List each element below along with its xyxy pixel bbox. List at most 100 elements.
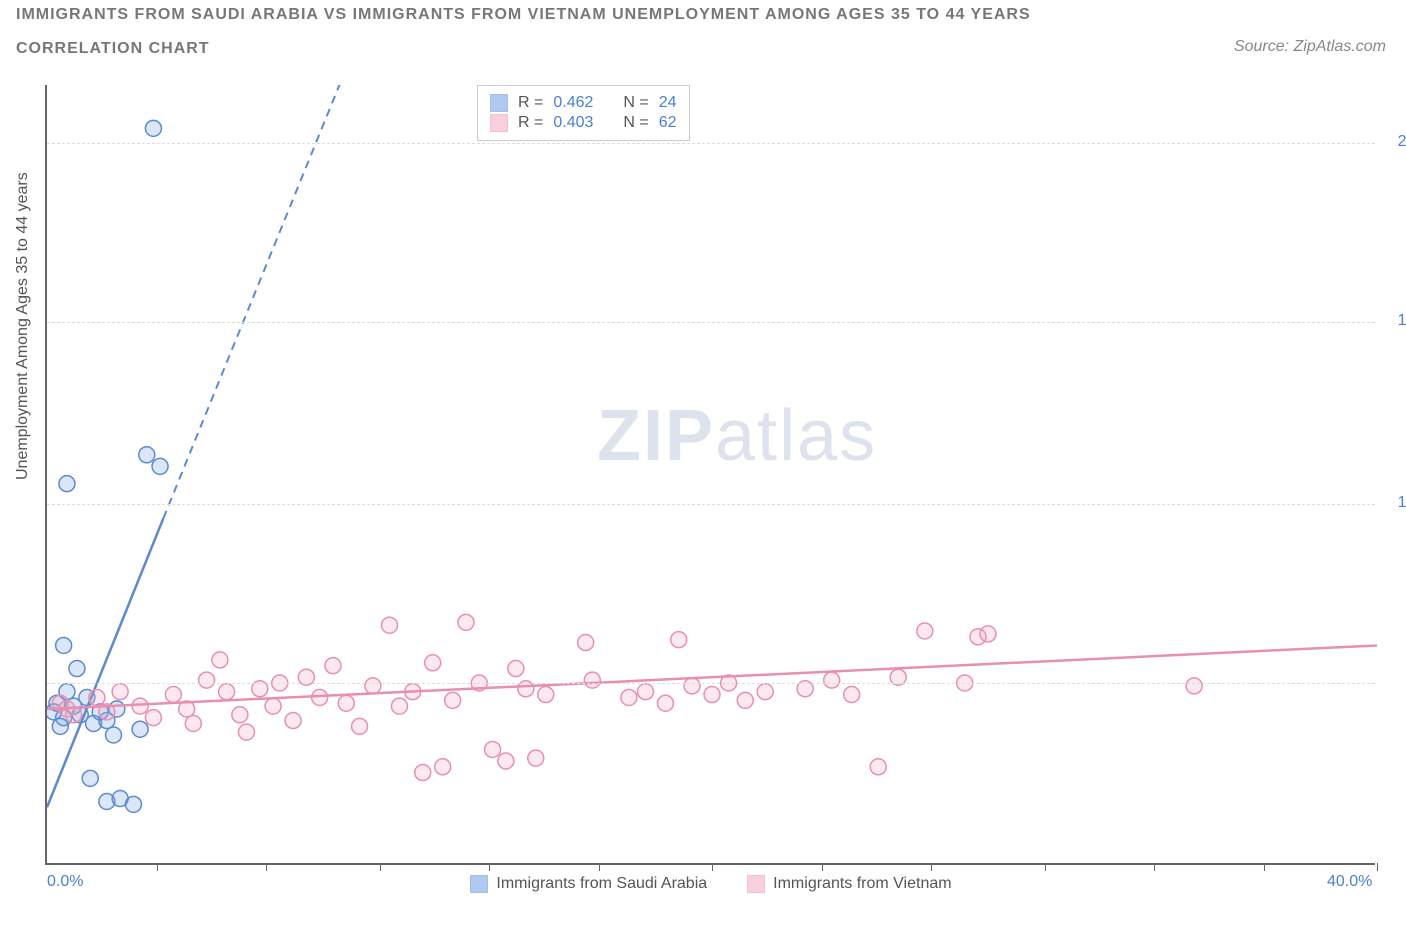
swatch-saudi [490, 94, 508, 112]
x-tick-label: 0.0% [47, 873, 83, 891]
title-block: IMMIGRANTS FROM SAUDI ARABIA VS IMMIGRAN… [16, 6, 1031, 74]
scatter-point-saudi [69, 661, 85, 677]
scatter-point-saudi [106, 727, 122, 743]
scatter-point-vietnam [704, 687, 720, 703]
scatter-point-vietnam [415, 765, 431, 781]
x-tick-mark [1264, 863, 1265, 871]
scatter-point-vietnam [325, 658, 341, 674]
source-prefix: Source: [1234, 38, 1294, 55]
scatter-point-vietnam [538, 687, 554, 703]
x-tick-label: 40.0% [1327, 873, 1372, 891]
scatter-point-vietnam [980, 626, 996, 642]
scatter-point-vietnam [917, 623, 933, 639]
scatter-point-saudi [59, 476, 75, 492]
legend-row-saudi: R = 0.462 N = 24 [490, 94, 677, 112]
scatter-point-vietnam [265, 698, 281, 714]
scatter-point-vietnam [89, 689, 105, 705]
scatter-point-vietnam [165, 687, 181, 703]
scatter-point-vietnam [425, 655, 441, 671]
legend-item-vietnam: Immigrants from Vietnam [747, 875, 951, 893]
scatter-point-vietnam [391, 698, 407, 714]
legend-item-saudi: Immigrants from Saudi Arabia [470, 875, 707, 893]
scatter-point-vietnam [1186, 678, 1202, 694]
title-line-1: IMMIGRANTS FROM SAUDI ARABIA VS IMMIGRAN… [16, 6, 1031, 24]
x-tick-mark [1377, 863, 1378, 871]
scatter-point-vietnam [338, 695, 354, 711]
scatter-point-vietnam [684, 678, 700, 694]
r-value-vietnam: 0.403 [553, 114, 593, 132]
chart-plot-area: ZIPatlas R = 0.462 N = 24 R = 0.403 N = … [45, 85, 1375, 865]
scatter-point-vietnam [212, 652, 228, 668]
scatter-point-vietnam [352, 718, 368, 734]
swatch-saudi-icon [470, 875, 488, 893]
scatter-point-vietnam [381, 617, 397, 633]
scatter-point-vietnam [132, 698, 148, 714]
gridline [47, 322, 1375, 323]
scatter-point-vietnam [445, 692, 461, 708]
scatter-point-vietnam [621, 689, 637, 705]
r-label: R = [518, 94, 543, 112]
trendline-saudi [47, 518, 163, 807]
x-tick-mark [822, 863, 823, 871]
scatter-point-vietnam [757, 684, 773, 700]
legend-row-vietnam: R = 0.403 N = 62 [490, 114, 677, 132]
y-tick-label: 6.3% [1383, 673, 1406, 691]
scatter-point-vietnam [435, 759, 451, 775]
n-label: N = [623, 114, 648, 132]
scatter-point-vietnam [824, 672, 840, 688]
scatter-point-saudi [125, 796, 141, 812]
scatter-point-vietnam [578, 635, 594, 651]
r-label: R = [518, 114, 543, 132]
y-tick-label: 12.5% [1383, 494, 1406, 512]
x-tick-mark [931, 863, 932, 871]
n-label: N = [623, 94, 648, 112]
swatch-vietnam [490, 114, 508, 132]
title-line-2: CORRELATION CHART [16, 40, 1031, 58]
legend-stats: R = 0.462 N = 24 R = 0.403 N = 62 [477, 85, 690, 141]
gridline [47, 504, 1375, 505]
source-attribution: Source: ZipAtlas.com [1234, 38, 1386, 56]
n-value-saudi: 24 [659, 94, 677, 112]
scatter-point-vietnam [219, 684, 235, 700]
x-tick-mark [380, 863, 381, 871]
scatter-point-vietnam [112, 684, 128, 700]
scatter-point-vietnam [199, 672, 215, 688]
legend-series: Immigrants from Saudi Arabia Immigrants … [47, 875, 1375, 893]
scatter-point-saudi [52, 718, 68, 734]
scatter-point-vietnam [185, 715, 201, 731]
x-tick-mark [712, 863, 713, 871]
scatter-point-vietnam [145, 710, 161, 726]
scatter-point-saudi [139, 447, 155, 463]
scatter-point-vietnam [671, 632, 687, 648]
scatter-point-vietnam [844, 687, 860, 703]
scatter-point-vietnam [737, 692, 753, 708]
scatter-point-vietnam [458, 614, 474, 630]
scatter-point-vietnam [528, 750, 544, 766]
scatter-svg [47, 85, 1377, 865]
y-tick-label: 25.0% [1383, 133, 1406, 151]
scatter-point-vietnam [365, 678, 381, 694]
series-name-saudi: Immigrants from Saudi Arabia [496, 875, 707, 893]
scatter-point-saudi [56, 637, 72, 653]
r-value-saudi: 0.462 [553, 94, 593, 112]
swatch-vietnam-icon [747, 875, 765, 893]
scatter-point-vietnam [508, 661, 524, 677]
scatter-point-vietnam [239, 724, 255, 740]
scatter-point-saudi [152, 458, 168, 474]
x-tick-mark [1154, 863, 1155, 871]
n-value-vietnam: 62 [659, 114, 677, 132]
x-tick-mark [266, 863, 267, 871]
scatter-point-saudi [145, 120, 161, 136]
scatter-point-vietnam [498, 753, 514, 769]
scatter-point-vietnam [232, 707, 248, 723]
x-tick-mark [157, 863, 158, 871]
x-tick-mark [489, 863, 490, 871]
x-tick-mark [1045, 863, 1046, 871]
scatter-point-saudi [82, 770, 98, 786]
trendline-dashed-saudi [163, 85, 363, 518]
scatter-point-vietnam [285, 713, 301, 729]
scatter-point-vietnam [870, 759, 886, 775]
scatter-point-vietnam [657, 695, 673, 711]
scatter-point-vietnam [485, 741, 501, 757]
scatter-point-vietnam [638, 684, 654, 700]
